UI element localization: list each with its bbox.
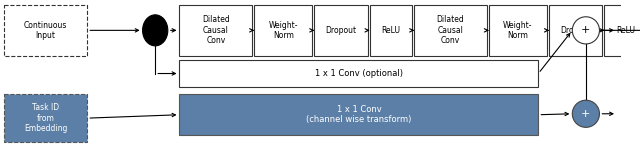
- Bar: [489, 5, 547, 55]
- Circle shape: [572, 17, 600, 44]
- Bar: [179, 5, 252, 55]
- Bar: [414, 5, 487, 55]
- Text: Weight-
Norm: Weight- Norm: [269, 21, 298, 40]
- Text: +: +: [581, 25, 591, 35]
- Bar: [254, 5, 312, 55]
- Bar: [4, 5, 87, 55]
- Text: Dilated
Causal
Conv: Dilated Causal Conv: [202, 15, 230, 45]
- Text: +: +: [581, 109, 591, 119]
- Bar: [549, 5, 602, 55]
- Bar: [179, 60, 538, 87]
- Text: ReLU: ReLU: [381, 26, 401, 35]
- Bar: [314, 5, 367, 55]
- Ellipse shape: [143, 15, 168, 46]
- Text: Task ID
from
Embedding: Task ID from Embedding: [24, 103, 67, 133]
- Text: Dilated
Causal
Conv: Dilated Causal Conv: [436, 15, 465, 45]
- Text: Dropout: Dropout: [560, 26, 591, 35]
- Text: Dropout: Dropout: [325, 26, 356, 35]
- Text: ReLU: ReLU: [616, 26, 635, 35]
- Bar: [179, 94, 538, 135]
- Text: Continuous
Input: Continuous Input: [24, 21, 67, 40]
- Bar: [4, 94, 87, 142]
- Text: 1 x 1 Conv
(channel wise transform): 1 x 1 Conv (channel wise transform): [306, 105, 412, 124]
- Text: 1 x 1 Conv (optional): 1 x 1 Conv (optional): [315, 69, 403, 78]
- Circle shape: [572, 100, 600, 127]
- Bar: [369, 5, 412, 55]
- Text: Weight-
Norm: Weight- Norm: [503, 21, 532, 40]
- Bar: [604, 5, 640, 55]
